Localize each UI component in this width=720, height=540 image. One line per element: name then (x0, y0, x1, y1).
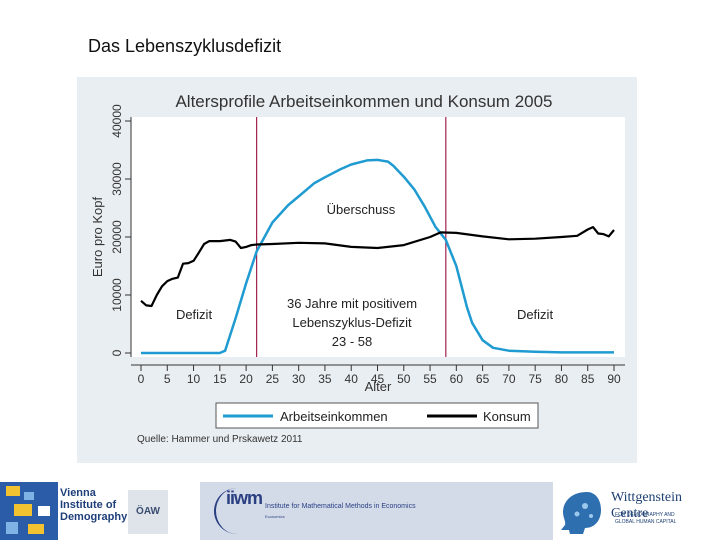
annotation-defizit-right: Defizit (517, 307, 554, 322)
y-tick-label: 0 (110, 349, 124, 356)
x-tick-label: 10 (187, 372, 201, 386)
x-tick-label: 80 (555, 372, 569, 386)
x-tick-label: 35 (318, 372, 332, 386)
chart-panel: Altersprofile Arbeitseinkommen und Konsu… (77, 77, 637, 463)
y-tick-label: 20000 (110, 220, 124, 254)
legend-box (215, 402, 539, 429)
legend-label-arbeitseinkommen: Arbeitseinkommen (280, 409, 388, 424)
line-chart: Altersprofile Arbeitseinkommen und Konsu… (90, 92, 625, 445)
y-tick-label: 40000 (110, 104, 124, 138)
iiwm-label: Institute for Mathematical Methods in Ec… (265, 503, 416, 510)
x-tick-label: 5 (164, 372, 171, 386)
x-tick-label: 45 (371, 372, 385, 386)
x-tick-label: 50 (397, 372, 411, 386)
x-tick-label: 70 (502, 372, 516, 386)
annotation-center-line1: 36 Jahre mit positivem (287, 296, 417, 311)
annotation-ueberschuss: Überschuss (327, 202, 396, 217)
x-tick-label: 40 (345, 372, 359, 386)
slide-title: Das Lebenszyklusdefizit (88, 36, 282, 56)
vid-wordmark: Vienna Institute of Demography (60, 487, 128, 523)
iiwm-arc-icon (214, 488, 262, 534)
y-tick-label: 30000 (110, 162, 124, 196)
x-tick-label: 25 (266, 372, 280, 386)
plot-area (131, 117, 625, 357)
wc-title: Wittgenstein Centre (611, 490, 682, 521)
x-tick-label: 85 (581, 372, 595, 386)
chart-title: Altersprofile Arbeitseinkommen und Konsu… (175, 92, 552, 111)
annotation-center-line2: Lebenszyklus-Defizit (292, 315, 412, 330)
annotation-defizit-left: Defizit (176, 307, 213, 322)
x-axis-label: Alter (365, 379, 392, 394)
legend-label-konsum: Konsum (483, 409, 531, 424)
y-axis-label: Euro pro Kopf (90, 197, 105, 278)
x-tick-label: 15 (213, 372, 227, 386)
iiwm-logo-block: iiwm Institute for Mathematical Methods … (200, 482, 553, 540)
y-tick-label: 10000 (110, 278, 124, 312)
x-tick-label: 55 (423, 372, 437, 386)
x-tick-label: 20 (239, 372, 253, 386)
x-tick-label: 0 (138, 372, 145, 386)
head-silhouette-icon (561, 492, 601, 534)
series-line-arbeitseinkommen (141, 158, 614, 355)
x-tick-label: 90 (607, 372, 621, 386)
chart-source: Quelle: Hammer und Prskawetz 2011 (137, 434, 303, 445)
iiwm-wordmark: iiwm (226, 488, 263, 508)
logo-footer: Vienna Institute of Demography ÖAW iiwm … (0, 482, 720, 540)
x-tick-label: 30 (292, 372, 306, 386)
x-tick-label: 60 (450, 372, 464, 386)
iiwm-sub: Economics (265, 514, 285, 519)
annotation-center-line3: 23 - 58 (332, 334, 372, 349)
wittgenstein-centre-logo: Wittgenstein Centre FOR DEMOGRAPHY AND G… (553, 482, 720, 540)
vienna-institute-logo: Vienna Institute of Demography ÖAW (0, 482, 200, 540)
x-tick-label: 75 (528, 372, 542, 386)
x-tick-label: 65 (476, 372, 490, 386)
wc-subtitle: FOR DEMOGRAPHY AND GLOBAL HUMAN CAPITAL (615, 512, 677, 525)
series-line-konsum (140, 226, 615, 308)
oaw-logo: ÖAW (128, 490, 168, 534)
vid-mosaic-icon (0, 482, 58, 540)
